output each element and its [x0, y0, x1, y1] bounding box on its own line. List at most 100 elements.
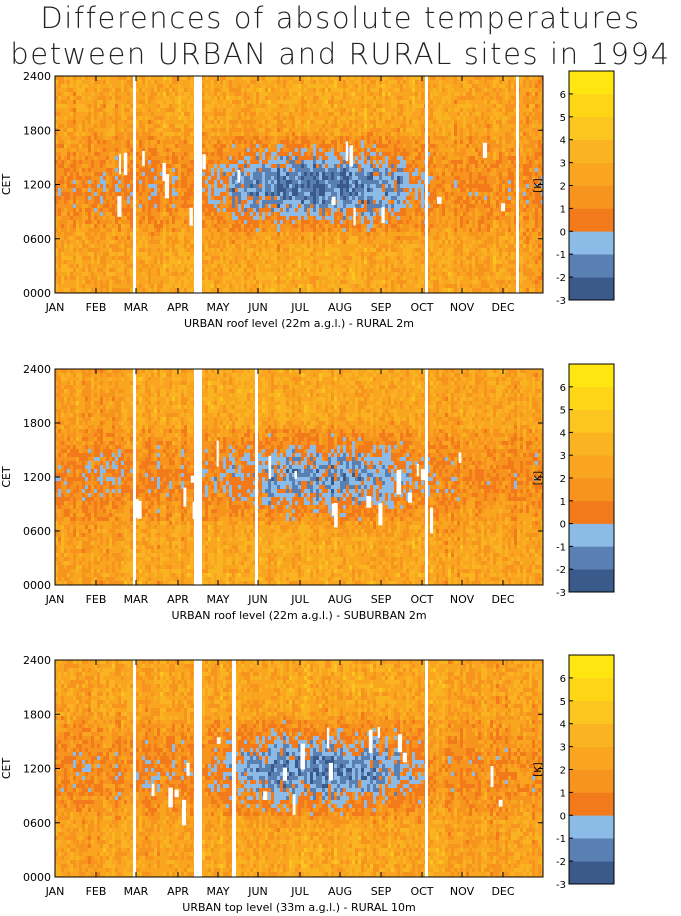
heatmap-cell — [124, 280, 127, 284]
heatmap-cell — [256, 176, 259, 180]
heatmap-cell — [178, 88, 181, 92]
heatmap-cell — [208, 156, 211, 160]
heatmap-cell — [127, 132, 130, 136]
heatmap-cell — [259, 228, 262, 232]
heatmap-cell — [259, 100, 262, 104]
heatmap-cell — [154, 272, 157, 276]
heatmap-cell — [169, 228, 172, 232]
heatmap-cell — [250, 168, 253, 172]
heatmap-cell — [178, 140, 181, 144]
heatmap-cell — [157, 116, 160, 120]
heatmap-cell — [58, 264, 61, 268]
heatmap-cell — [58, 76, 61, 80]
heatmap-cell — [148, 136, 151, 140]
heatmap-cell — [166, 112, 169, 116]
heatmap-cell — [256, 256, 259, 260]
heatmap-cell — [208, 200, 211, 204]
heatmap-cell — [85, 284, 88, 288]
heatmap-cell — [160, 196, 163, 200]
heatmap-cell — [172, 252, 175, 256]
heatmap-cell — [259, 92, 262, 96]
heatmap-cell — [229, 144, 232, 148]
heatmap-cell — [265, 108, 268, 112]
heatmap-cell — [283, 136, 286, 140]
heatmap-cell — [151, 104, 154, 108]
heatmap-cell — [205, 248, 208, 252]
heatmap-cell — [274, 120, 277, 124]
heatmap-cell — [244, 200, 247, 204]
heatmap-cell — [169, 176, 172, 180]
heatmap-cell — [67, 144, 70, 148]
heatmap-cell — [235, 108, 238, 112]
heatmap-cell — [136, 216, 139, 220]
heatmap-cell — [214, 80, 217, 84]
heatmap-cell — [142, 136, 145, 140]
heatmap-cell — [292, 112, 295, 116]
heatmap-cell — [67, 120, 70, 124]
heatmap-cell — [205, 80, 208, 84]
heatmap-cell — [274, 128, 277, 132]
heatmap-cell — [148, 228, 151, 232]
heatmap-cell — [271, 132, 274, 136]
heatmap-cell — [67, 184, 70, 188]
heatmap-cell — [289, 280, 292, 284]
heatmap-cell — [202, 196, 205, 200]
heatmap-cell — [127, 236, 130, 240]
heatmap-cell — [160, 136, 163, 140]
heatmap-cell — [277, 236, 280, 240]
heatmap-cell — [229, 204, 232, 208]
heatmap-cell — [145, 208, 148, 212]
heatmap-cell — [226, 176, 229, 180]
heatmap-cell — [70, 244, 73, 248]
heatmap-cell — [235, 164, 238, 168]
heatmap-cell — [70, 240, 73, 244]
heatmap-cell — [247, 228, 250, 232]
heatmap-cell — [124, 84, 127, 88]
heatmap-cell — [112, 228, 115, 232]
heatmap-cell — [253, 100, 256, 104]
heatmap-cell — [226, 256, 229, 260]
heatmap-cell — [241, 204, 244, 208]
heatmap-cell — [214, 224, 217, 228]
heatmap-cell — [241, 148, 244, 152]
heatmap-cell — [187, 176, 190, 180]
heatmap-cell — [58, 164, 61, 168]
heatmap-cell — [244, 100, 247, 104]
heatmap-cell — [118, 104, 121, 108]
heatmap-cell — [91, 220, 94, 224]
heatmap-cell — [127, 136, 130, 140]
heatmap-cell — [157, 216, 160, 220]
heatmap-cell — [100, 264, 103, 268]
heatmap-cell — [91, 188, 94, 192]
heatmap-cell — [163, 120, 166, 124]
heatmap-cell — [214, 228, 217, 232]
heatmap-cell — [136, 184, 139, 188]
heatmap-cell — [88, 244, 91, 248]
heatmap-cell — [229, 200, 232, 204]
heatmap-cell — [241, 104, 244, 108]
heatmap-cell — [214, 168, 217, 172]
heatmap-cell — [67, 132, 70, 136]
heatmap-cell — [247, 120, 250, 124]
heatmap-cell — [88, 236, 91, 240]
heatmap-cell — [262, 204, 265, 208]
heatmap-cell — [202, 288, 205, 292]
heatmap-cell — [151, 192, 154, 196]
heatmap-cell — [121, 132, 124, 136]
heatmap-cell — [115, 144, 118, 148]
heatmap-cell — [184, 208, 187, 212]
heatmap-cell — [85, 200, 88, 204]
heatmap-cell — [226, 76, 229, 80]
heatmap-cell — [268, 232, 271, 236]
heatmap-cell — [124, 184, 127, 188]
heatmap-cell — [223, 136, 226, 140]
heatmap-cell — [61, 288, 64, 292]
heatmap-cell — [214, 284, 217, 288]
heatmap-cell — [178, 268, 181, 272]
heatmap-cell — [271, 80, 274, 84]
heatmap-cell — [241, 240, 244, 244]
heatmap-cell — [88, 232, 91, 236]
heatmap-cell — [61, 136, 64, 140]
heatmap-cell — [226, 212, 229, 216]
heatmap-cell — [235, 120, 238, 124]
